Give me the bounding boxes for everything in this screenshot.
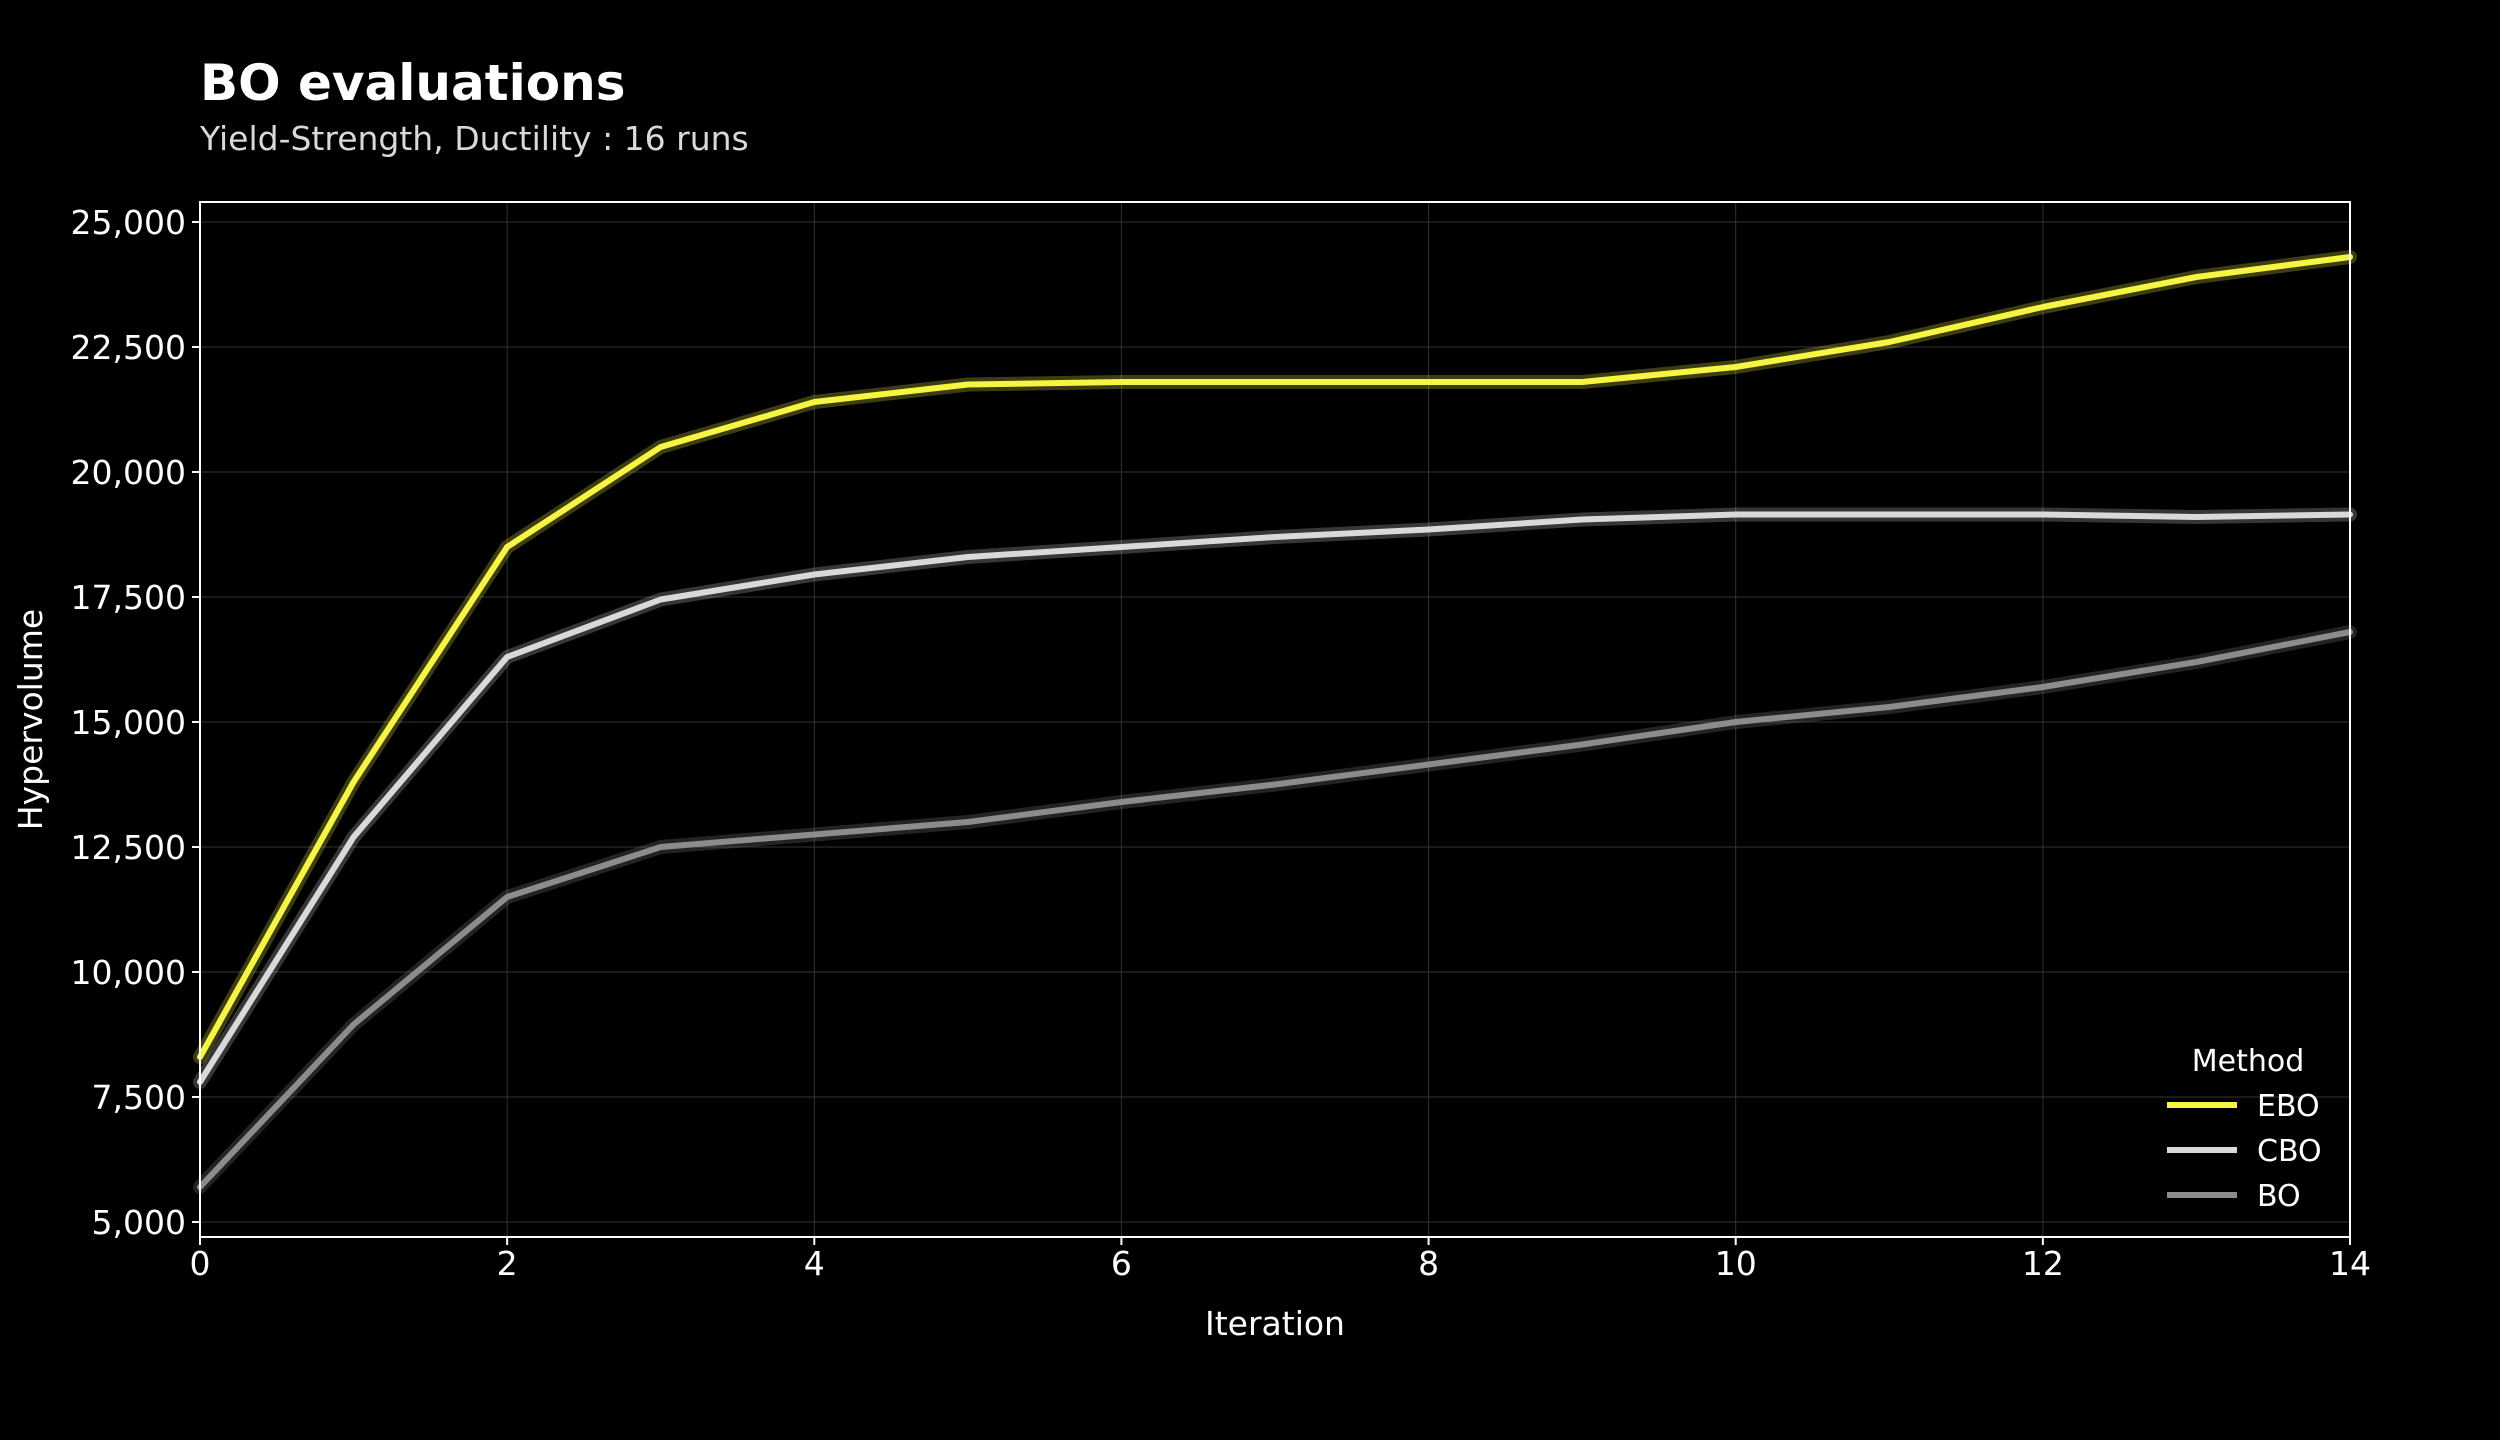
chart-subtitle: Yield-Strength, Ductility : 16 runs	[199, 119, 749, 158]
series-band-cbo	[193, 507, 2357, 1089]
series-band-bo	[193, 625, 2357, 1194]
x-axis-ticks: 0 2 4 6 8 10 12 14	[190, 1237, 2371, 1283]
y-tick-label: 15,000	[71, 703, 186, 742]
series-lines	[193, 250, 2357, 1194]
series-line-bo	[197, 629, 2353, 1190]
legend-label-bo: BO	[2257, 1179, 2301, 1214]
legend-label-ebo: EBO	[2257, 1089, 2320, 1124]
plot-area	[199, 201, 2351, 1238]
legend-label-cbo: CBO	[2257, 1134, 2322, 1169]
x-tick-label: 6	[1111, 1244, 1132, 1283]
y-tick-label: 12,500	[71, 828, 186, 867]
legend: Method EBO CBO BO	[2167, 1044, 2322, 1214]
y-tick-label: 7,500	[92, 1078, 186, 1117]
y-tick-label: 17,500	[71, 578, 186, 617]
y-tick-label: 20,000	[71, 453, 186, 492]
y-tick-label: 5,000	[92, 1203, 186, 1242]
x-tick-label: 14	[2329, 1244, 2371, 1283]
x-tick-label: 4	[804, 1244, 825, 1283]
x-tick-label: 2	[497, 1244, 518, 1283]
legend-title: Method	[2192, 1044, 2305, 1079]
x-tick-label: 8	[1418, 1244, 1439, 1283]
chart-title: BO evaluations	[200, 54, 626, 112]
y-axis-label: Hypervolume	[11, 609, 50, 830]
series-line-ebo	[197, 254, 2353, 1060]
grid	[199, 202, 2351, 1237]
y-tick-label: 10,000	[71, 953, 186, 992]
series-line-cbo	[197, 511, 2353, 1085]
y-tick-label: 22,500	[71, 328, 186, 367]
y-tick-label: 25,000	[71, 203, 186, 242]
x-tick-label: 0	[190, 1244, 211, 1283]
x-axis-label: Iteration	[1205, 1304, 1345, 1343]
x-tick-label: 10	[1715, 1244, 1757, 1283]
y-axis-ticks: 5,000 7,500 10,000 12,500 15,000 17,500 20,000…	[71, 203, 200, 1242]
x-tick-label: 12	[2022, 1244, 2064, 1283]
